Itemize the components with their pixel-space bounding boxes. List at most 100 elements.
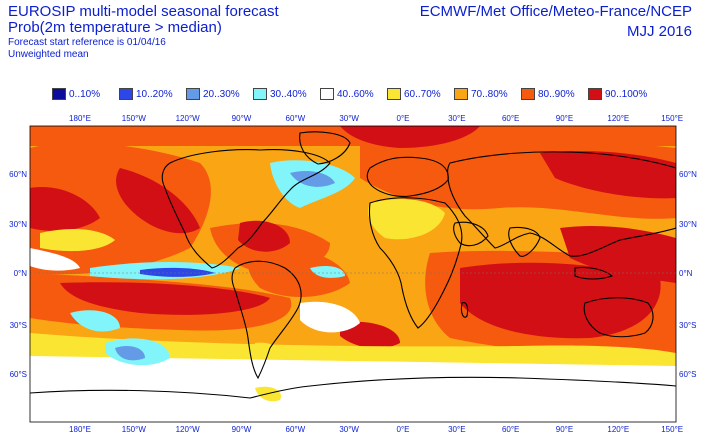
longitude-label-top: 150°E — [661, 114, 683, 123]
field-20-30-south-pacific — [115, 346, 145, 361]
field-10-20-equatorial-pacific — [140, 267, 215, 277]
coastline-indonesia — [574, 266, 614, 280]
longitude-label-bottom: 120°E — [607, 425, 629, 434]
latitude-labels-left: 60°N 30°N 0°N 30°S 60°S — [9, 170, 27, 379]
longitude-label-bottom: 90°W — [232, 425, 252, 434]
legend-swatch — [521, 88, 535, 100]
coastline-asia — [447, 151, 676, 257]
latitude-label-right: 60°N — [679, 170, 697, 179]
latitude-label-right: 60°S — [679, 370, 696, 379]
legend-label: 40..60% — [337, 88, 374, 100]
longitude-label-bottom: 60°W — [286, 425, 306, 434]
legend-item: 90..100% — [588, 87, 647, 101]
longitude-label-bottom: 30°E — [448, 425, 465, 434]
latitude-label-left: 0°N — [14, 269, 28, 278]
field-60-70-pacific-patch — [40, 228, 115, 252]
longitude-label-top: 90°W — [232, 114, 252, 123]
coastline-australia — [583, 297, 654, 338]
legend-item: 40..60% — [320, 87, 374, 101]
field-40-60-north-pacific — [30, 248, 80, 271]
field-30-40-south-atlantic — [310, 265, 345, 278]
field-20-30-north-atlantic — [290, 171, 335, 187]
longitude-label-bottom: 120°W — [176, 425, 201, 434]
legend-label: 60..70% — [404, 88, 441, 100]
longitude-label-bottom: 180°E — [69, 425, 91, 434]
field-90-100-caribbean — [238, 220, 290, 252]
legend-label: 30..40% — [270, 88, 307, 100]
field-90-100-north-pacific — [30, 187, 100, 231]
longitude-label-top: 60°W — [286, 114, 306, 123]
legend-label: 80..90% — [538, 88, 575, 100]
latitude-label-right: 30°N — [679, 220, 697, 229]
legend-item: 10..20% — [119, 87, 173, 101]
legend-item: 80..90% — [521, 87, 575, 101]
field-80-90-tropical-atlantic — [248, 247, 350, 298]
longitude-label-top: 60°E — [502, 114, 519, 123]
legend-item: 30..40% — [253, 87, 307, 101]
coastline-north-america — [161, 149, 331, 269]
longitude-label-bottom: 90°E — [556, 425, 573, 434]
coastline-india — [508, 226, 541, 257]
field-90-100-siberia — [540, 151, 676, 199]
latitude-label-left: 60°N — [9, 170, 27, 179]
legend-label: 0..10% — [69, 88, 101, 100]
longitude-label-bottom: 0°E — [397, 425, 410, 434]
longitude-label-bottom: 60°E — [502, 425, 519, 434]
data-source: ECMWF/Met Office/Meteo-France/NCEP — [419, 3, 692, 20]
longitude-label-top: 30°E — [448, 114, 465, 123]
page-title: EUROSIP multi-model seasonal forecast — [8, 3, 279, 20]
legend-swatch — [588, 88, 602, 100]
longitude-label-top: 120°E — [607, 114, 629, 123]
field-90-100-indian-ocean — [460, 262, 661, 339]
longitude-label-top: 120°W — [176, 114, 201, 123]
coastline-greenland — [299, 131, 351, 165]
forecast-start-reference: Forecast start reference is 01/04/16 — [8, 37, 166, 48]
legend-swatch — [119, 88, 133, 100]
coastlines — [30, 131, 676, 399]
coastline-africa — [368, 197, 463, 329]
legend-label: 10..20% — [136, 88, 173, 100]
field-90-100-south-atlantic — [340, 321, 400, 349]
field-40-60-south-atlantic — [300, 301, 360, 333]
longitude-label-bottom: 30°W — [339, 425, 359, 434]
longitude-label-top: 180°E — [69, 114, 91, 123]
field-90-100-maritime-continent — [560, 226, 676, 283]
legend-item: 20..30% — [186, 87, 240, 101]
coastline-arabia — [453, 221, 489, 247]
coastline-europe — [366, 156, 449, 197]
weighting-note: Unweighted mean — [8, 49, 89, 60]
field-antarctica — [30, 371, 676, 422]
map-frame — [29, 125, 677, 423]
legend-swatch — [52, 88, 66, 100]
header-right: ECMWF/Met Office/Meteo-France/NCEP MJJ 2… — [420, 4, 692, 42]
field-90-100-east-pacific — [116, 168, 200, 234]
legend-item: 70..80% — [454, 87, 508, 101]
field-30-40-south-pacific-west — [70, 310, 120, 332]
latitude-label-right: 0°N — [679, 269, 693, 278]
latitude-label-right: 30°S — [679, 321, 696, 330]
longitude-label-top: 30°W — [339, 114, 359, 123]
legend-swatch — [320, 88, 334, 100]
field-90-100-south-pacific — [60, 282, 270, 315]
longitude-labels-bottom: 180°E 150°W 120°W 90°W 60°W 30°W 0°E 30°E 60°E 90… — [69, 425, 683, 434]
coastline-antarctica — [30, 376, 676, 399]
legend-item: 60..70% — [387, 87, 441, 101]
legend-label: 90..100% — [605, 88, 648, 100]
latitude-label-left: 30°N — [9, 220, 27, 229]
longitude-labels-top: 180°E 150°W 120°W 90°W 60°W 30°W 0°E 30°E 60°E 90… — [69, 114, 683, 123]
legend-swatch — [253, 88, 267, 100]
forecast-period: MJJ 2016 — [626, 23, 692, 40]
legend-item: 0..10% — [52, 87, 100, 101]
legend-label: 70..80% — [471, 88, 508, 100]
probability-field — [30, 126, 676, 422]
latitude-label-left: 60°S — [10, 370, 27, 379]
legend-label: 20..30% — [203, 88, 240, 100]
longitude-label-top: 0°E — [397, 114, 410, 123]
forecast-map: 180°E 150°W 120°W 90°W 60°W 30°W 0°E 30°E 60°E 90… — [9, 114, 697, 434]
legend-swatch — [387, 88, 401, 100]
legend-swatch — [454, 88, 468, 100]
longitude-label-top: 150°W — [122, 114, 147, 123]
latitude-label-left: 30°S — [10, 321, 27, 330]
field-90-100-arctic — [340, 126, 480, 148]
page-subtitle: Prob(2m temperature > median) — [8, 19, 222, 36]
